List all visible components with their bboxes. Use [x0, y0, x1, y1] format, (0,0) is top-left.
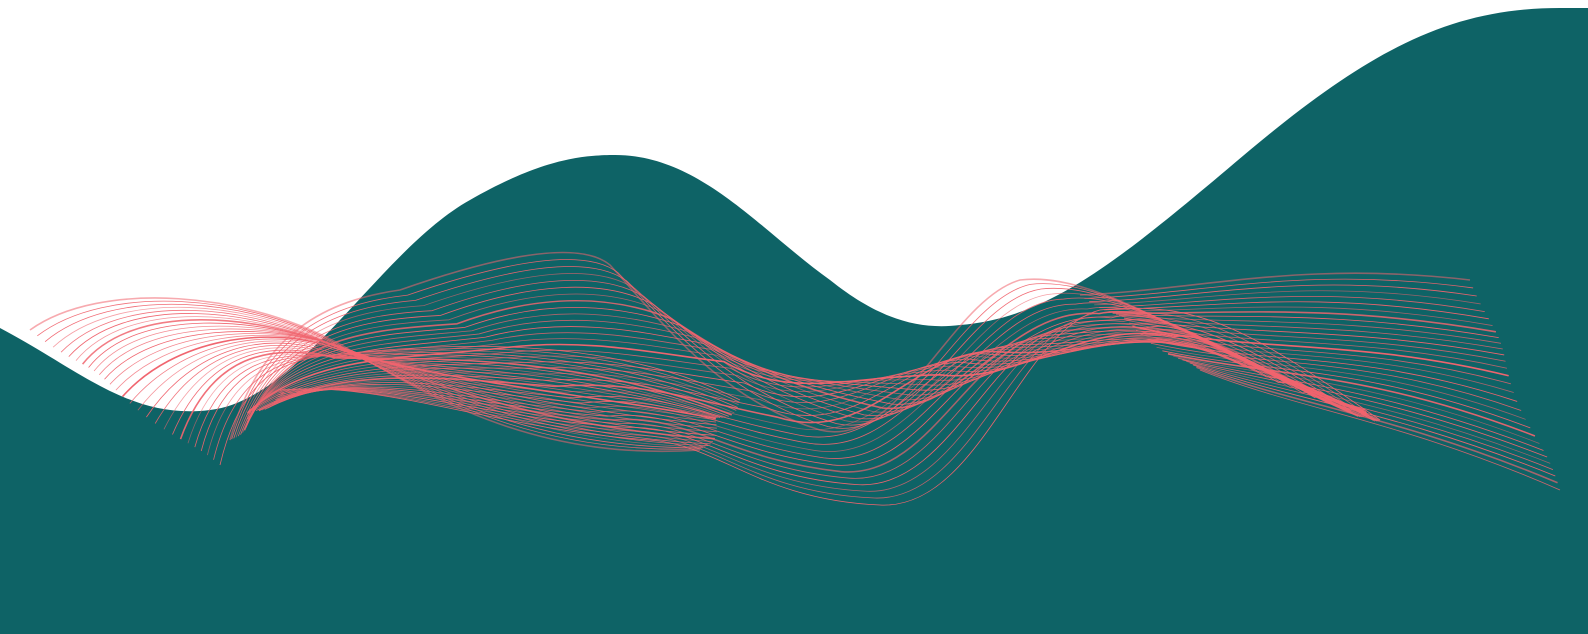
decorative-line	[104, 331, 717, 426]
decorative-line	[269, 336, 1370, 453]
decorative-line	[1116, 313, 1499, 339]
decorative-line	[194, 354, 737, 448]
decorative-line	[1173, 355, 1540, 444]
decorative-line	[1104, 301, 1489, 320]
decorative-line	[261, 341, 1365, 431]
decorative-line	[1182, 359, 1548, 458]
decorative-line	[88, 322, 717, 436]
decorative-line	[109, 333, 717, 423]
decorative-line	[1192, 364, 1556, 477]
decorative-line	[276, 323, 1378, 479]
decorative-line	[1178, 357, 1544, 451]
decorative-line	[1199, 369, 1561, 491]
decorative-line	[1156, 346, 1526, 420]
decorative-line	[1189, 362, 1554, 470]
teal-wave	[0, 8, 1588, 634]
decorative-line	[1162, 350, 1531, 429]
decorative-line	[172, 349, 729, 435]
decorative-line	[1150, 342, 1522, 411]
decorative-line	[279, 307, 1381, 506]
decorative-line	[1099, 295, 1485, 313]
decorative-line	[1135, 329, 1512, 385]
decorative-line	[278, 311, 1380, 499]
decorative-line	[277, 319, 1379, 486]
decorative-line	[1108, 306, 1493, 326]
decorative-line	[249, 338, 1366, 411]
decorative-line	[1094, 290, 1481, 306]
decorative-line	[1132, 325, 1509, 377]
decorative-line	[1121, 316, 1503, 350]
decorative-line	[229, 251, 1351, 441]
decorative-line	[275, 326, 1376, 473]
decorative-line	[278, 315, 1380, 492]
decorative-line	[1123, 317, 1505, 356]
decorative-line	[1145, 338, 1518, 402]
decorative-line	[231, 259, 1351, 440]
decorative-line	[1140, 334, 1514, 393]
decorative-line	[187, 353, 735, 444]
decorative-line	[219, 345, 741, 466]
decorative-line	[1084, 278, 1474, 299]
decorative-line	[1079, 272, 1471, 296]
decorative-line	[247, 328, 1367, 418]
decorative-line	[1126, 319, 1506, 362]
decorative-line	[237, 279, 1353, 437]
decorative-line	[1129, 322, 1508, 369]
decorative-line	[1118, 314, 1502, 344]
decorative-line	[1089, 284, 1477, 303]
decorative-line	[272, 333, 1372, 459]
line-fan-group	[29, 251, 1561, 506]
decorative-line	[1196, 366, 1558, 484]
decorative-line	[206, 350, 739, 456]
decorative-line	[1186, 361, 1551, 464]
decorative-line	[213, 348, 740, 460]
decorative-line	[115, 335, 716, 421]
decorative-line	[1112, 311, 1497, 333]
decorative-line	[1167, 353, 1536, 437]
decorative-line	[233, 266, 1351, 439]
